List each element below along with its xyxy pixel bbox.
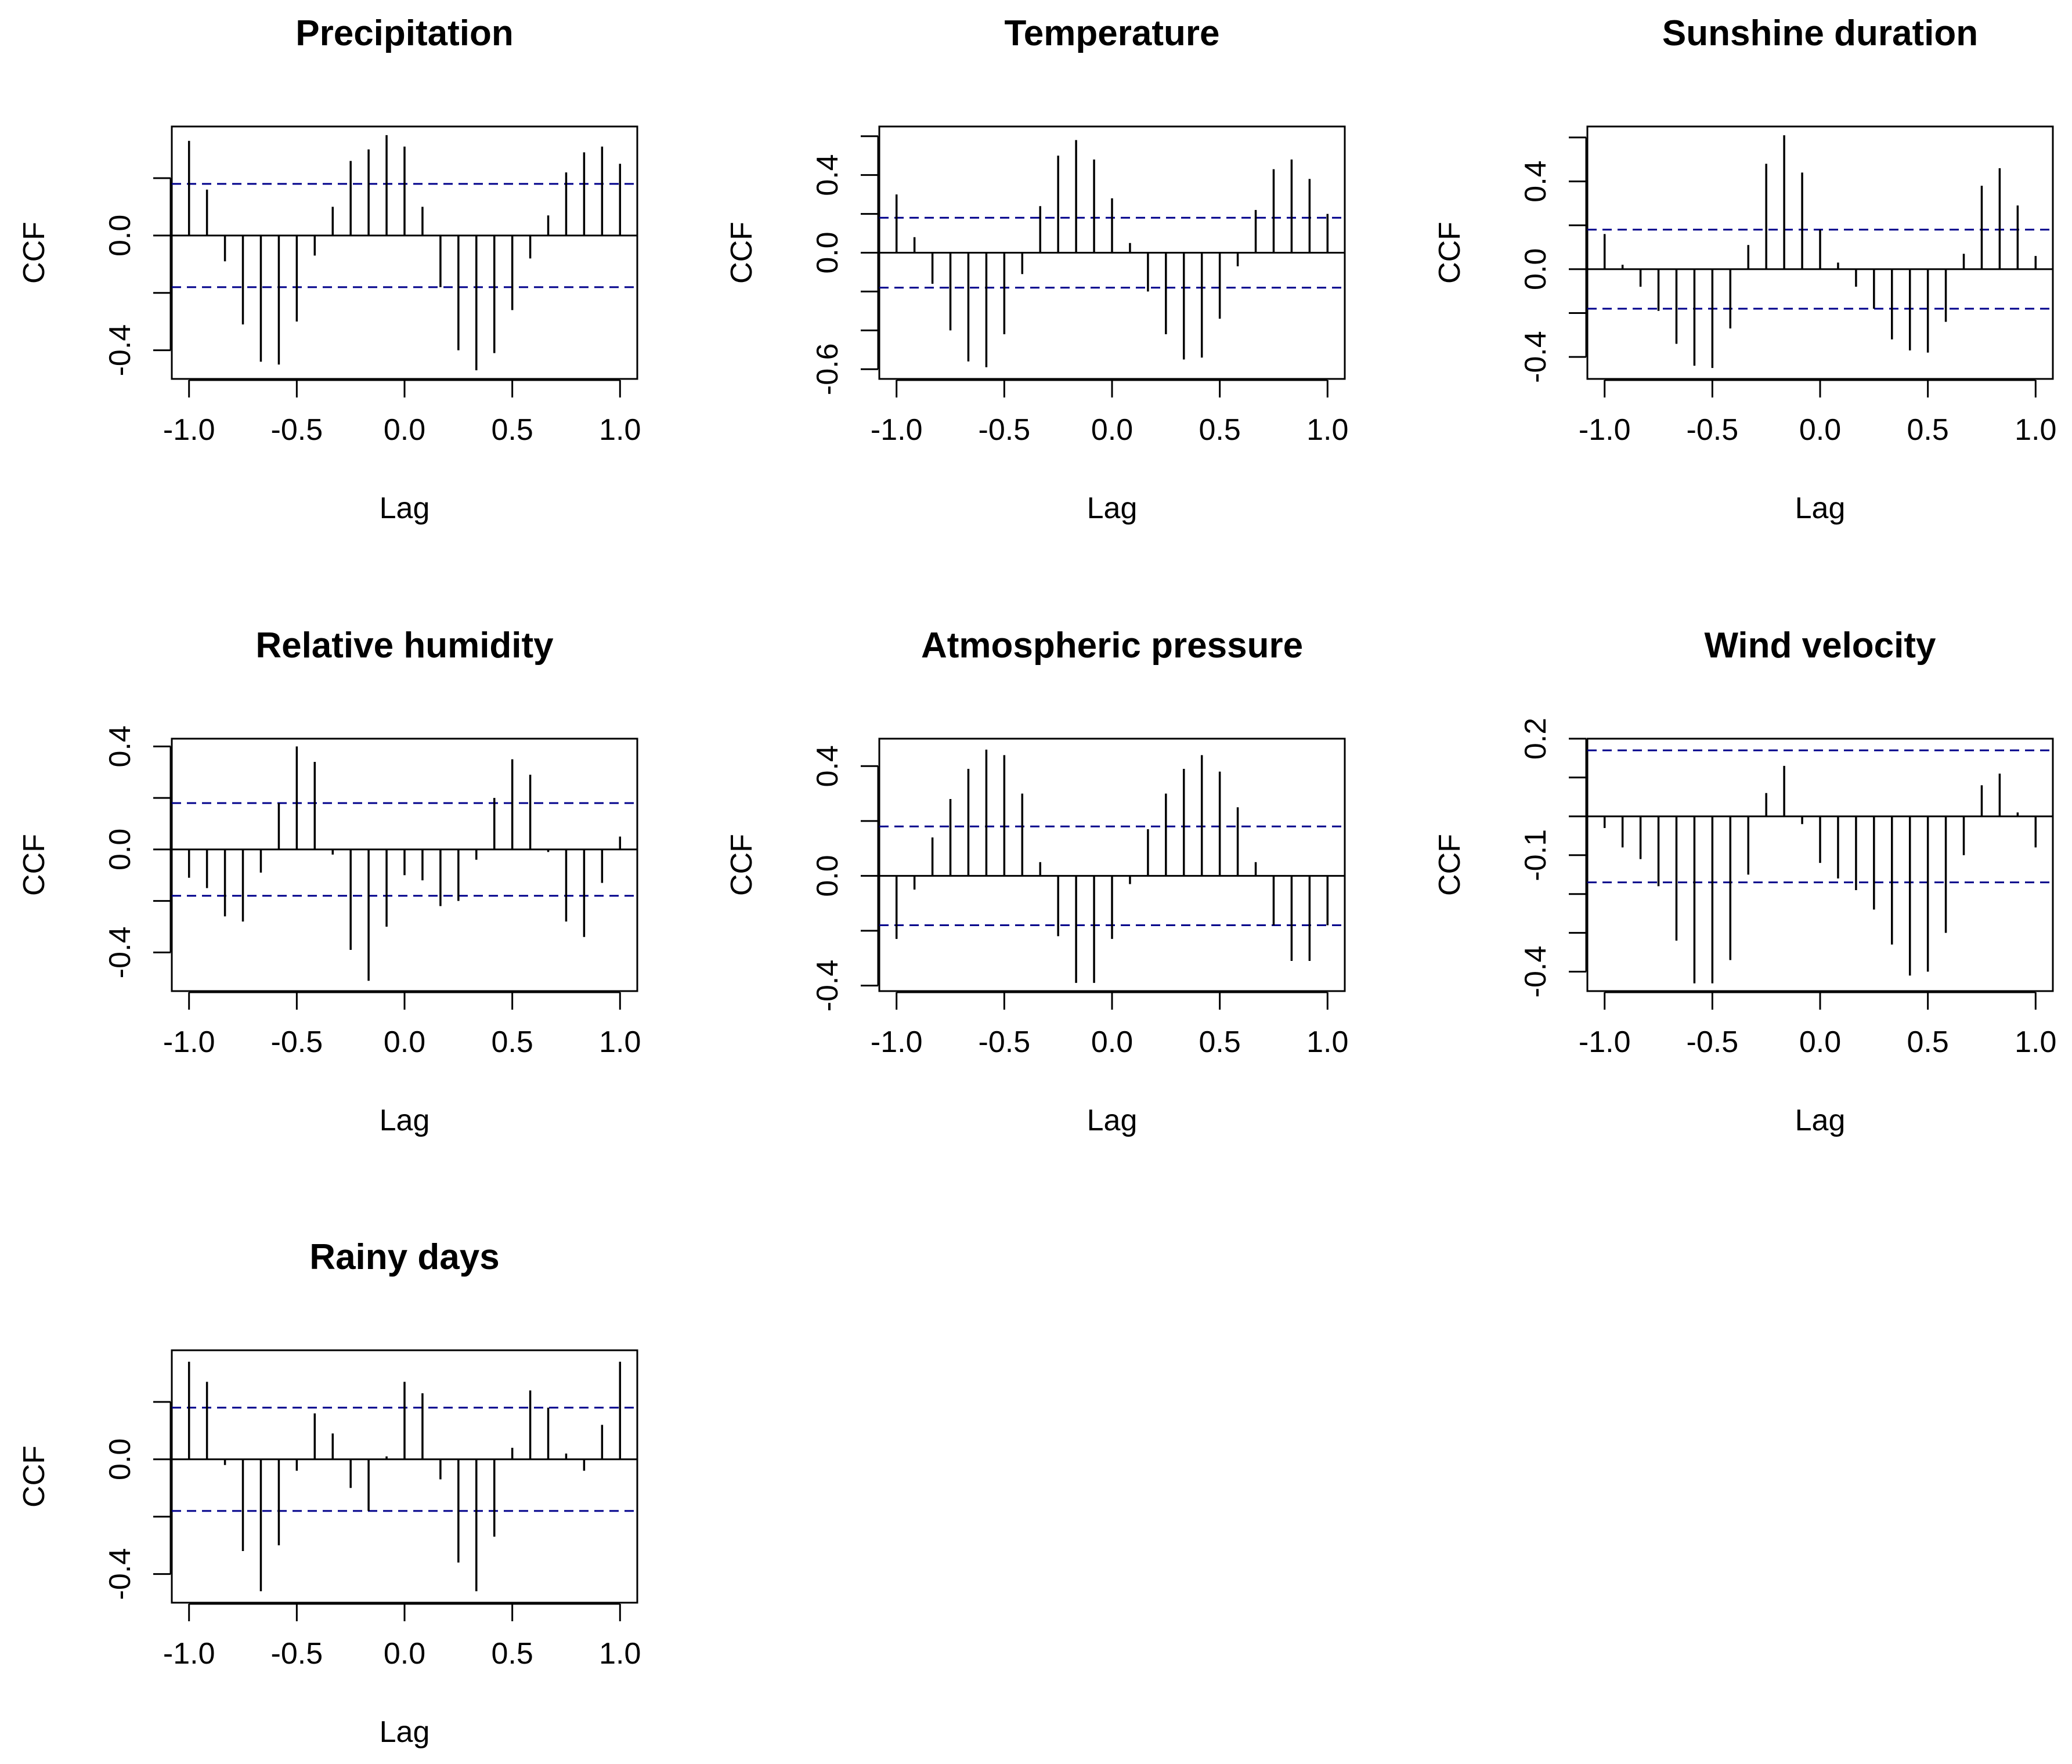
temperature-chart: Temperature -1.0 -0.5 0.0 0.5 1.0 Lag -0.6 0.0 0.… [725, 13, 1348, 525]
wind-velocity-y-tick-label: 0.2 [1519, 718, 1553, 760]
temperature-y-tick-label: 0.4 [811, 154, 844, 196]
sunshine-duration-x-tick-label: 1.0 [2015, 413, 2056, 447]
rainy-days-title: Rainy days [309, 1237, 499, 1277]
precipitation-x-tick-label: 0.0 [384, 413, 425, 447]
precipitation-y-tick-label: 0.0 [103, 215, 137, 256]
relative-humidity-x-tick-label: 1.0 [599, 1025, 641, 1059]
relative-humidity-y-axis-label: CCF [17, 834, 51, 896]
wind-velocity-x-tick-label: 1.0 [2015, 1025, 2056, 1059]
rainy-days-x-tick-label: 0.0 [384, 1637, 425, 1671]
wind-velocity-y-tick-label: -0.1 [1519, 829, 1553, 881]
relative-humidity-x-axis-label: Lag [380, 1104, 430, 1137]
rainy-days-y-axis-label: CCF [17, 1445, 51, 1508]
sunshine-duration-y-axis-label: CCF [1433, 222, 1467, 284]
sunshine-duration-y-tick-label: 0.4 [1519, 160, 1553, 202]
relative-humidity-x-tick-label: 0.0 [384, 1025, 425, 1059]
temperature-x-tick-label: 0.0 [1091, 413, 1133, 447]
rainy-days-x-axis-label: Lag [380, 1715, 430, 1749]
wind-velocity-chart: Wind velocity -1.0 -0.5 0.0 0.5 1.0 Lag -0.4 -0.… [1433, 626, 2056, 1137]
rainy-days-plot-frame [171, 1349, 638, 1604]
wind-velocity-x-axis-label: Lag [1795, 1104, 1846, 1137]
temperature-x-tick-label: -1.0 [871, 413, 923, 447]
sunshine-duration-plot-frame [1586, 125, 2054, 380]
rainy-days-y-tick-label: 0.0 [103, 1438, 137, 1480]
sunshine-duration-x-axis-label: Lag [1795, 491, 1846, 525]
atmospheric-pressure-x-axis-label: Lag [1087, 1104, 1138, 1137]
relative-humidity-y-tick-label: 0.4 [103, 725, 137, 767]
relative-humidity-plot-frame [171, 738, 638, 992]
precipitation-y-tick-label: -0.4 [103, 324, 137, 377]
atmospheric-pressure-x-tick-label: 1.0 [1306, 1025, 1348, 1059]
wind-velocity-plot-frame [1586, 738, 2054, 992]
wind-velocity-x-tick-label: 0.5 [1907, 1025, 1948, 1059]
rainy-days-y-tick-label: -0.4 [103, 1548, 137, 1600]
atmospheric-pressure-x-tick-label: 0.5 [1199, 1025, 1240, 1059]
relative-humidity-y-tick-label: -0.4 [103, 927, 137, 979]
temperature-x-tick-label: 1.0 [1306, 413, 1348, 447]
relative-humidity-x-tick-label: -0.5 [271, 1025, 323, 1059]
rainy-days-x-tick-label: -0.5 [271, 1637, 323, 1671]
atmospheric-pressure-x-tick-label: -1.0 [871, 1025, 923, 1059]
sunshine-duration-x-tick-label: 0.5 [1907, 413, 1948, 447]
temperature-x-tick-label: -0.5 [979, 413, 1031, 447]
relative-humidity-chart: Relative humidity -1.0 -0.5 0.0 0.5 1.0 Lag -0.… [17, 626, 641, 1137]
temperature-y-axis-label: CCF [725, 222, 759, 284]
temperature-y-tick-label: 0.0 [811, 232, 844, 273]
wind-velocity-title: Wind velocity [1704, 626, 1936, 666]
precipitation-plot-frame [171, 125, 638, 380]
relative-humidity-x-tick-label: 0.5 [491, 1025, 533, 1059]
precipitation-x-tick-label: 0.5 [491, 413, 533, 447]
rainy-days-x-tick-label: 1.0 [599, 1637, 641, 1671]
sunshine-duration-x-tick-label: -0.5 [1687, 413, 1739, 447]
precipitation-chart: Precipitation -1.0 -0.5 0.0 0.5 1.0 Lag -0.4 0.0… [17, 13, 641, 525]
atmospheric-pressure-x-tick-label: 0.0 [1091, 1025, 1133, 1059]
rainy-days-x-tick-label: 0.5 [491, 1637, 533, 1671]
temperature-y-tick-label: -0.6 [811, 343, 844, 395]
temperature-x-tick-label: 0.5 [1199, 413, 1240, 447]
rainy-days-x-tick-label: -1.0 [163, 1637, 215, 1671]
temperature-x-axis-label: Lag [1087, 491, 1138, 525]
sunshine-duration-y-tick-label: -0.4 [1519, 331, 1553, 383]
atmospheric-pressure-y-tick-label: -0.4 [811, 960, 844, 1012]
precipitation-title: Precipitation [295, 13, 514, 53]
atmospheric-pressure-x-tick-label: -0.5 [979, 1025, 1031, 1059]
temperature-title: Temperature [1005, 13, 1220, 53]
sunshine-duration-y-tick-label: 0.0 [1519, 248, 1553, 290]
wind-velocity-x-tick-label: -0.5 [1687, 1025, 1739, 1059]
sunshine-duration-chart: Sunshine duration -1.0 -0.5 0.0 0.5 1.0 Lag -0.… [1433, 13, 2056, 525]
sunshine-duration-x-tick-label: 0.0 [1799, 413, 1841, 447]
sunshine-duration-x-tick-label: -1.0 [1579, 413, 1631, 447]
atmospheric-pressure-title: Atmospheric pressure [921, 626, 1303, 666]
relative-humidity-title: Relative humidity [255, 626, 554, 666]
wind-velocity-x-tick-label: -1.0 [1579, 1025, 1631, 1059]
precipitation-x-tick-label: 1.0 [599, 413, 641, 447]
wind-velocity-y-axis-label: CCF [1433, 834, 1467, 896]
rainy-days-chart: Rainy days -1.0 -0.5 0.0 0.5 1.0 Lag -0.4 0.0 CCF [17, 1237, 641, 1749]
atmospheric-pressure-y-tick-label: 0.4 [811, 745, 844, 787]
precipitation-x-tick-label: -1.0 [163, 413, 215, 447]
atmospheric-pressure-y-axis-label: CCF [725, 834, 759, 896]
precipitation-x-tick-label: -0.5 [271, 413, 323, 447]
atmospheric-pressure-chart: Atmospheric pressure -1.0 -0.5 0.0 0.5 1.0 Lag… [725, 626, 1348, 1137]
wind-velocity-x-tick-label: 0.0 [1799, 1025, 1841, 1059]
precipitation-y-axis-label: CCF [17, 222, 51, 284]
precipitation-x-axis-label: Lag [380, 491, 430, 525]
atmospheric-pressure-plot-frame [878, 738, 1346, 992]
sunshine-duration-title: Sunshine duration [1662, 13, 1978, 53]
relative-humidity-y-tick-label: 0.0 [103, 829, 137, 870]
relative-humidity-x-tick-label: -1.0 [163, 1025, 215, 1059]
atmospheric-pressure-y-tick-label: 0.0 [811, 855, 844, 897]
wind-velocity-y-tick-label: -0.4 [1519, 946, 1553, 998]
